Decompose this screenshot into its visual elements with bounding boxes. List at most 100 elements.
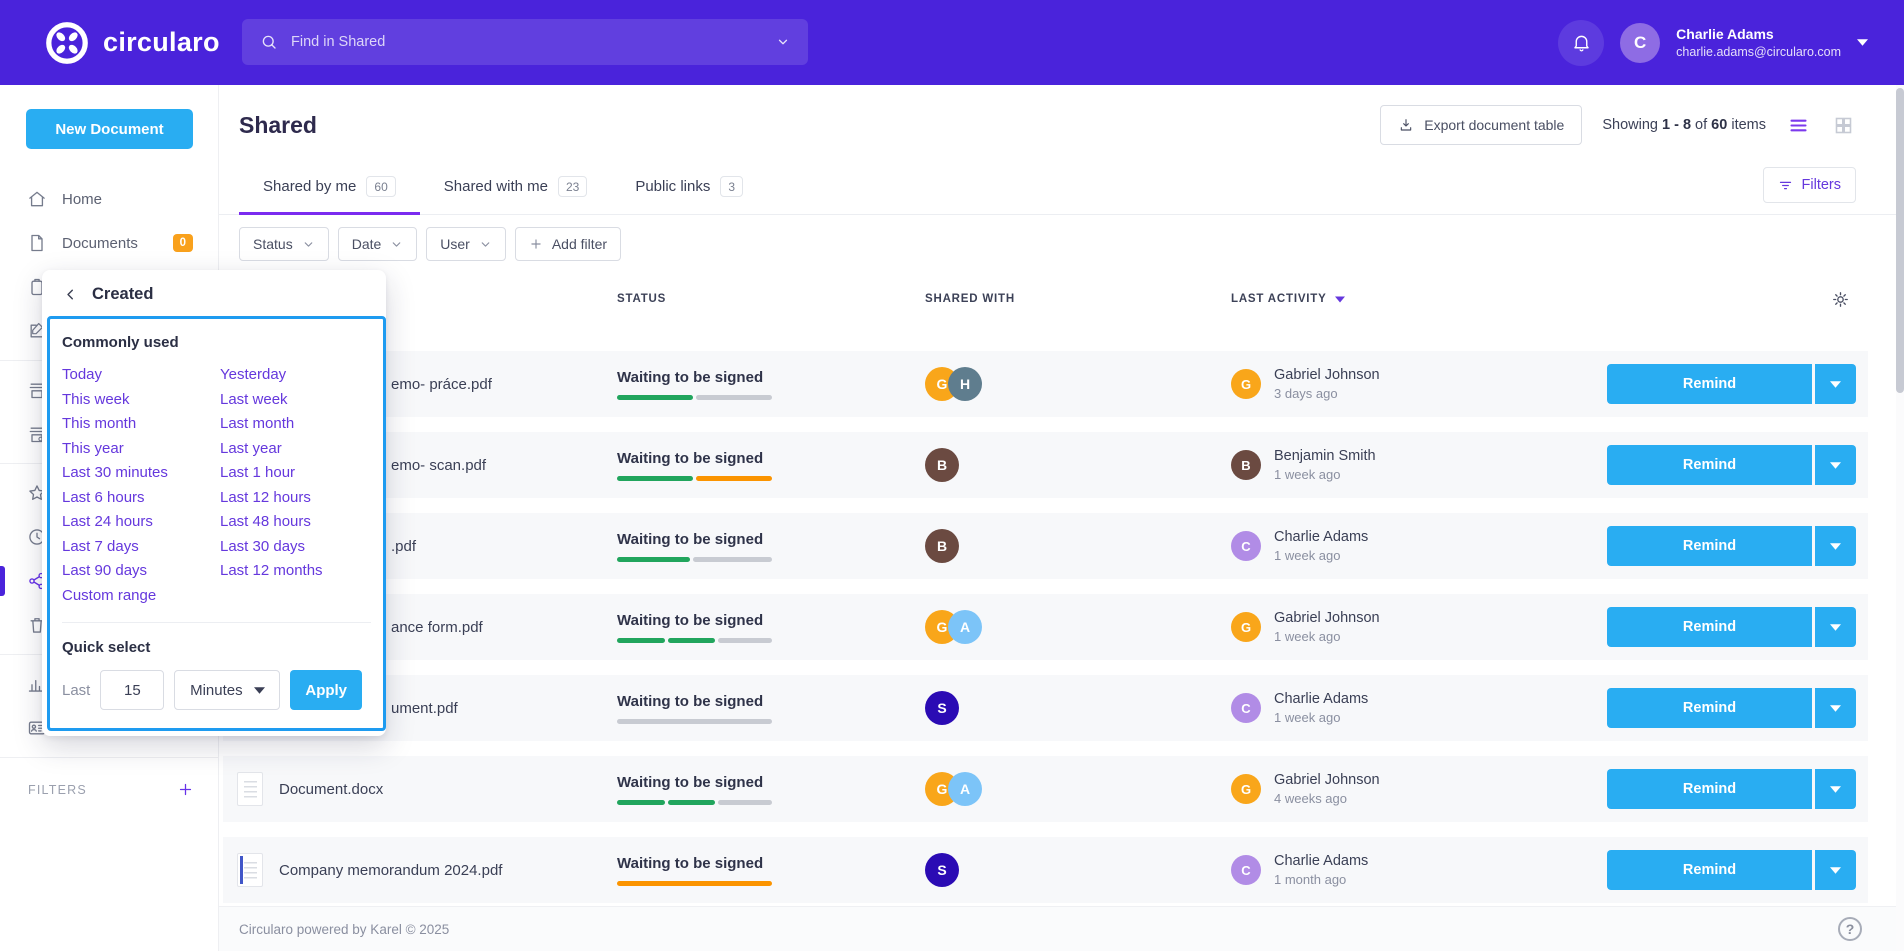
filters-button[interactable]: Filters	[1763, 167, 1856, 203]
document-name[interactable]: .pdf	[391, 538, 416, 555]
table-settings-button[interactable]	[1831, 290, 1856, 309]
add-saved-filter-button[interactable]	[177, 781, 194, 798]
quick-select-unit-dropdown[interactable]: Minutes	[174, 670, 280, 710]
status-cell: Waiting to be signed	[617, 855, 925, 886]
sidebar-item-document[interactable]: Documents 0	[0, 221, 218, 265]
date-range-option[interactable]: This month	[62, 412, 220, 437]
footer-text: Circularo powered by Karel © 2025	[239, 922, 449, 937]
remind-dropdown-button[interactable]	[1815, 607, 1856, 647]
date-range-option[interactable]: Last 12 months	[220, 559, 371, 584]
document-row[interactable]: Document.docx Waiting to be signed GA G …	[223, 756, 1868, 822]
user-menu-caret-down-icon[interactable]	[1857, 39, 1868, 46]
date-range-option[interactable]: Last 1 hour	[220, 461, 371, 486]
remind-button[interactable]: Remind	[1607, 445, 1812, 485]
filter-chip-date[interactable]: Date	[338, 227, 418, 261]
document-name-cell[interactable]: Company memorandum 2024.pdf	[237, 853, 617, 887]
tab-shared-with-me[interactable]: Shared with me 23	[420, 176, 612, 214]
date-range-option[interactable]: Custom range	[62, 584, 220, 609]
shared-with-cell: S	[925, 691, 1231, 725]
popup-back-button[interactable]	[62, 286, 79, 303]
remind-button[interactable]: Remind	[1607, 850, 1812, 890]
remind-dropdown-button[interactable]	[1815, 445, 1856, 485]
download-icon	[1398, 117, 1414, 133]
shared-avatar[interactable]: B	[925, 448, 959, 482]
remind-dropdown-button[interactable]	[1815, 769, 1856, 809]
brand[interactable]: circularo	[44, 0, 220, 85]
date-range-option[interactable]: Last 30 days	[220, 535, 371, 560]
export-document-table-button[interactable]: Export document table	[1380, 105, 1582, 145]
column-header-last-activity[interactable]: LAST ACTIVITY	[1231, 293, 1607, 305]
bell-icon	[1571, 32, 1592, 53]
quick-select-amount-input[interactable]	[100, 670, 164, 710]
shared-avatar[interactable]: H	[948, 367, 982, 401]
shared-avatar[interactable]: S	[925, 691, 959, 725]
document-name[interactable]: emo- práce.pdf	[391, 376, 492, 393]
date-range-option[interactable]: This year	[62, 437, 220, 462]
document-name[interactable]: Company memorandum 2024.pdf	[279, 862, 502, 879]
tab-count-badge: 3	[720, 176, 743, 197]
date-range-option[interactable]: Last year	[220, 437, 371, 462]
remind-dropdown-button[interactable]	[1815, 526, 1856, 566]
user-menu[interactable]: Charlie Adams charlie.adams@circularo.co…	[1676, 26, 1841, 59]
date-range-option[interactable]: Last 48 hours	[220, 510, 371, 535]
remind-dropdown-button[interactable]	[1815, 850, 1856, 890]
add-filter-chip[interactable]: Add filter	[515, 227, 621, 261]
date-range-option[interactable]: Last week	[220, 388, 371, 413]
document-row[interactable]: emo- práce.pdf Waiting to be signed GH G…	[223, 351, 1868, 417]
document-name[interactable]: emo- scan.pdf	[391, 457, 486, 474]
filter-chip-user[interactable]: User	[426, 227, 506, 261]
grid-view-toggle[interactable]	[1831, 113, 1856, 138]
new-document-button[interactable]: New Document	[26, 109, 193, 149]
activity-avatar: G	[1231, 774, 1261, 804]
list-view-toggle[interactable]	[1786, 113, 1811, 138]
document-row[interactable]: ument.pdf Waiting to be signed S C Charl…	[223, 675, 1868, 741]
remind-button[interactable]: Remind	[1607, 364, 1812, 404]
date-range-option[interactable]: Last 90 days	[62, 559, 220, 584]
document-row[interactable]: ance form.pdf Waiting to be signed GA G …	[223, 594, 1868, 660]
remind-dropdown-button[interactable]	[1815, 364, 1856, 404]
document-name[interactable]: ance form.pdf	[391, 619, 483, 636]
remind-button[interactable]: Remind	[1607, 688, 1812, 728]
shared-avatar[interactable]: B	[925, 529, 959, 563]
shared-avatar[interactable]: S	[925, 853, 959, 887]
column-header-status[interactable]: STATUS	[617, 293, 925, 305]
chevron-down-icon	[302, 238, 315, 251]
date-range-option[interactable]: Last month	[220, 412, 371, 437]
date-range-option[interactable]: Today	[62, 363, 220, 388]
date-range-option[interactable]: Yesterday	[220, 363, 371, 388]
date-range-option[interactable]: Last 24 hours	[62, 510, 220, 535]
scrollbar-track[interactable]	[1896, 85, 1904, 951]
caret-down-icon	[1830, 786, 1841, 793]
tab-public-links[interactable]: Public links 3	[611, 176, 767, 214]
shared-avatar[interactable]: A	[948, 610, 982, 644]
apply-button[interactable]: Apply	[290, 670, 362, 710]
tab-count-badge: 60	[366, 176, 395, 197]
search-input[interactable]: Find in Shared	[242, 19, 808, 65]
date-range-option[interactable]: Last 6 hours	[62, 486, 220, 511]
notifications-button[interactable]	[1558, 20, 1604, 66]
shared-avatar[interactable]: A	[948, 772, 982, 806]
document-row[interactable]: .pdf Waiting to be signed B C Charlie Ad…	[223, 513, 1868, 579]
column-header-shared-with[interactable]: SHARED WITH	[925, 293, 1231, 305]
filter-chip-status[interactable]: Status	[239, 227, 329, 261]
date-range-option[interactable]: Last 12 hours	[220, 486, 371, 511]
progress-segment	[617, 719, 772, 724]
date-range-option[interactable]: Last 7 days	[62, 535, 220, 560]
document-row[interactable]: Company memorandum 2024.pdf Waiting to b…	[223, 837, 1868, 903]
document-name-cell[interactable]: Document.docx	[237, 772, 617, 806]
remind-dropdown-button[interactable]	[1815, 688, 1856, 728]
remind-button[interactable]: Remind	[1607, 607, 1812, 647]
scrollbar-thumb[interactable]	[1896, 88, 1904, 393]
sidebar-item-home[interactable]: Home	[0, 177, 218, 221]
user-avatar[interactable]: C	[1620, 23, 1660, 63]
date-range-option[interactable]: Last 30 minutes	[62, 461, 220, 486]
document-name[interactable]: ument.pdf	[391, 700, 458, 717]
tab-shared-by-me[interactable]: Shared by me 60	[239, 176, 420, 214]
document-row[interactable]: emo- scan.pdf Waiting to be signed B B B…	[223, 432, 1868, 498]
remind-button[interactable]: Remind	[1607, 769, 1812, 809]
search-scope-chevron-down-icon[interactable]	[776, 35, 790, 49]
date-range-option[interactable]: This week	[62, 388, 220, 413]
help-button[interactable]: ?	[1838, 917, 1862, 941]
remind-button[interactable]: Remind	[1607, 526, 1812, 566]
document-name[interactable]: Document.docx	[279, 781, 383, 798]
